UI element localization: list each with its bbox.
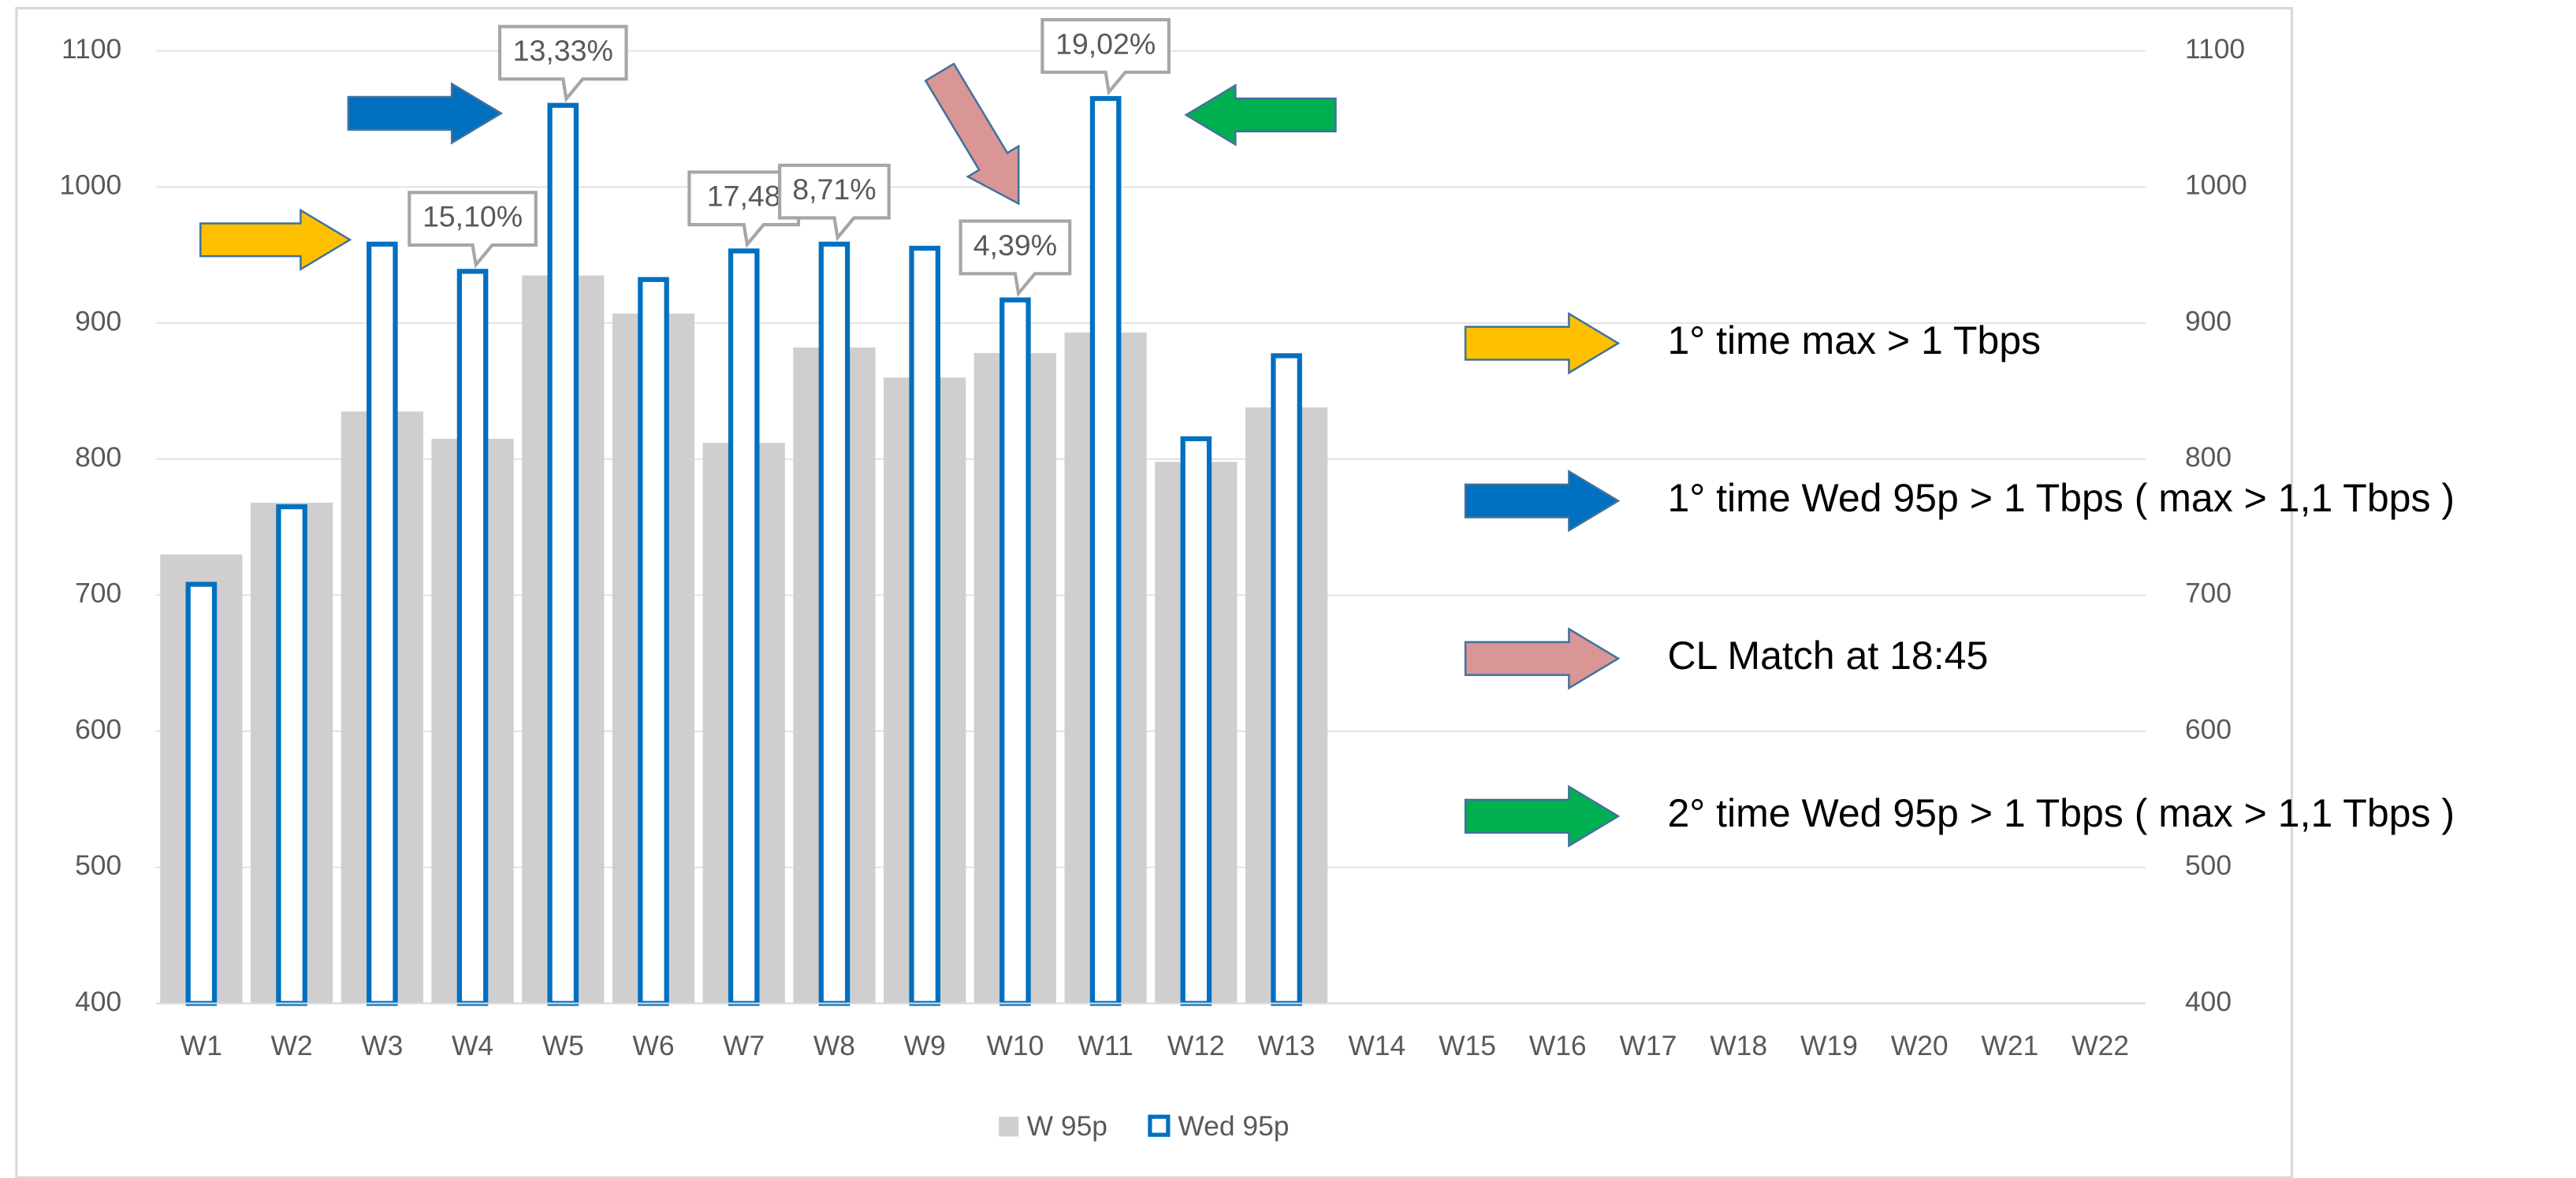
y2-tick-label: 500 [2185, 849, 2232, 881]
x-tick-label: W16 [1529, 1030, 1587, 1061]
x-tick-label: W2 [271, 1030, 313, 1061]
x-tick-label: W20 [1891, 1030, 1949, 1061]
note-text: 2° time Wed 95p > 1 Tbps ( max > 1,1 Tbp… [1667, 791, 2455, 835]
callout-box [1040, 17, 1171, 96]
callout-box [778, 163, 891, 242]
legend-label: W 95p [1027, 1110, 1107, 1142]
x-tick-label: W18 [1710, 1030, 1767, 1061]
chart-arrow [924, 62, 1020, 206]
callout-box [959, 219, 1072, 298]
y-tick-label: 700 [75, 578, 121, 609]
note-text: CL Match at 18:45 [1667, 634, 1988, 678]
callout: 17,48 [687, 170, 801, 248]
x-tick-label: W9 [904, 1030, 946, 1061]
y2-tick-label: 1000 [2185, 169, 2247, 201]
x-tick-label: W1 [181, 1030, 222, 1061]
note-arrow [1464, 627, 1621, 690]
bar [456, 269, 489, 1006]
x-tick-label: W6 [632, 1030, 674, 1061]
bar [276, 504, 307, 1006]
callout: 8,71% [778, 163, 891, 242]
callout: 19,02% [1040, 17, 1171, 96]
x-tick-label: W7 [723, 1030, 765, 1061]
annotation: 15,10% [423, 200, 523, 233]
legend-label: Wed 95p [1178, 1110, 1289, 1142]
bar [818, 241, 851, 1006]
y2-tick-label: 700 [2185, 578, 2232, 609]
annotation: 17,48 [707, 180, 781, 213]
callout: 13,33% [497, 24, 628, 103]
bar [185, 582, 218, 1006]
y2-tick-label: 800 [2185, 441, 2232, 473]
y-tick-label: 400 [75, 986, 121, 1017]
note-text: 1° time max > 1 Tbps [1667, 318, 2041, 362]
bar [1271, 353, 1302, 1006]
y-tick-label: 1100 [61, 33, 121, 65]
chart-frame [15, 6, 2293, 1178]
y2-tick-label: 1100 [2185, 33, 2245, 65]
x-tick-label: W22 [2072, 1030, 2129, 1061]
chart-arrow [1184, 84, 1337, 147]
legend-swatch [999, 1117, 1019, 1137]
note-arrow [1464, 311, 1621, 375]
y-tick-label: 900 [75, 305, 121, 336]
x-tick-label: W17 [1620, 1030, 1677, 1061]
callout: 15,10% [408, 191, 538, 269]
bar [638, 277, 669, 1006]
annotation: 13,33% [513, 34, 613, 67]
bar [547, 102, 579, 1006]
x-tick-label: W21 [1981, 1030, 2038, 1061]
annotation: 19,02% [1055, 27, 1156, 60]
x-tick-label: W4 [452, 1030, 493, 1061]
x-tick-label: W15 [1439, 1030, 1496, 1061]
annotation: 8,71% [792, 173, 876, 206]
annotation: 4,39% [973, 229, 1057, 262]
x-tick-label: W12 [1167, 1030, 1225, 1061]
bar [1180, 436, 1212, 1006]
callout-box [408, 191, 538, 269]
y2-tick-label: 400 [2185, 986, 2232, 1017]
x-tick-label: W11 [1078, 1030, 1133, 1061]
x-tick-label: W10 [986, 1030, 1044, 1061]
bar [728, 248, 760, 1006]
legend-swatch [1148, 1114, 1171, 1137]
callout: 4,39% [959, 219, 1072, 298]
bar [909, 245, 940, 1006]
note-arrow [1464, 785, 1621, 848]
y2-tick-label: 900 [2185, 305, 2232, 336]
note-arrow [1464, 469, 1621, 533]
bar [1089, 95, 1122, 1006]
y-tick-label: 500 [75, 849, 121, 881]
bar [367, 241, 398, 1006]
x-tick-label: W13 [1258, 1030, 1316, 1061]
x-tick-label: W14 [1348, 1030, 1405, 1061]
y-tick-label: 1000 [59, 169, 121, 201]
y-tick-label: 800 [75, 441, 121, 473]
y2-tick-label: 600 [2185, 713, 2232, 745]
x-tick-label: W3 [361, 1030, 403, 1061]
note-text: 1° time Wed 95p > 1 Tbps ( max > 1,1 Tbp… [1667, 476, 2455, 520]
chart-arrow [199, 208, 352, 272]
chart-arrow [347, 82, 504, 145]
bar [1000, 297, 1031, 1006]
y-tick-label: 600 [75, 713, 121, 745]
callout-box [497, 24, 628, 103]
x-tick-label: W5 [542, 1030, 584, 1061]
x-tick-label: W8 [813, 1030, 855, 1061]
x-tick-label: W19 [1800, 1030, 1858, 1061]
